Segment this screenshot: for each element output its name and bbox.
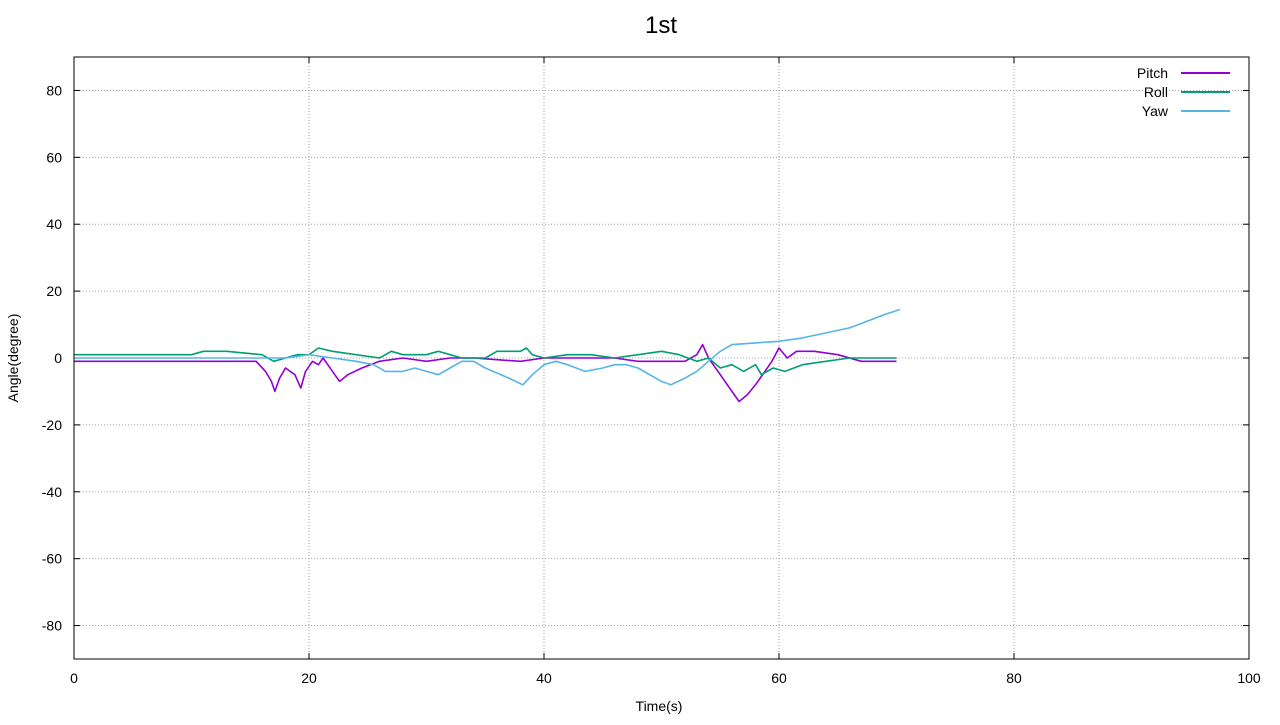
legend-label-pitch: Pitch bbox=[1137, 65, 1168, 81]
series-line-yaw bbox=[74, 308, 901, 386]
data-series bbox=[74, 308, 901, 403]
x-tick-label: 60 bbox=[771, 670, 787, 686]
chart-title: 1st bbox=[645, 12, 677, 39]
plot-frame bbox=[73, 56, 1250, 660]
y-tick-label: -60 bbox=[42, 551, 62, 567]
y-tick-label: 0 bbox=[54, 350, 62, 366]
x-tick-label: 100 bbox=[1237, 670, 1261, 686]
y-tick-label: 80 bbox=[46, 82, 62, 98]
x-tick-label: 0 bbox=[70, 670, 78, 686]
series-line-pitch bbox=[74, 343, 897, 403]
legend: Pitch Roll Yaw bbox=[1137, 65, 1230, 119]
y-tick-label: -40 bbox=[42, 484, 62, 500]
y-tick-label: 20 bbox=[46, 283, 62, 299]
legend-label-yaw: Yaw bbox=[1142, 103, 1169, 119]
y-tick-label: -80 bbox=[42, 618, 62, 634]
y-axis-label: Angle(degree) bbox=[5, 314, 21, 403]
y-tick-label: 40 bbox=[46, 216, 62, 232]
x-tick-label: 80 bbox=[1006, 670, 1022, 686]
legend-label-roll: Roll bbox=[1144, 84, 1168, 100]
x-tick-label: 40 bbox=[536, 670, 552, 686]
x-axis-label: Time(s) bbox=[636, 698, 683, 714]
axis-ticks: 0 20 40 60 80 100 -80 -60 -40 -20 0 20 40 60 80 bbox=[42, 57, 1261, 686]
y-tick-label: -20 bbox=[42, 417, 62, 433]
y-tick-label: 60 bbox=[46, 149, 62, 165]
x-tick-label: 20 bbox=[301, 670, 317, 686]
